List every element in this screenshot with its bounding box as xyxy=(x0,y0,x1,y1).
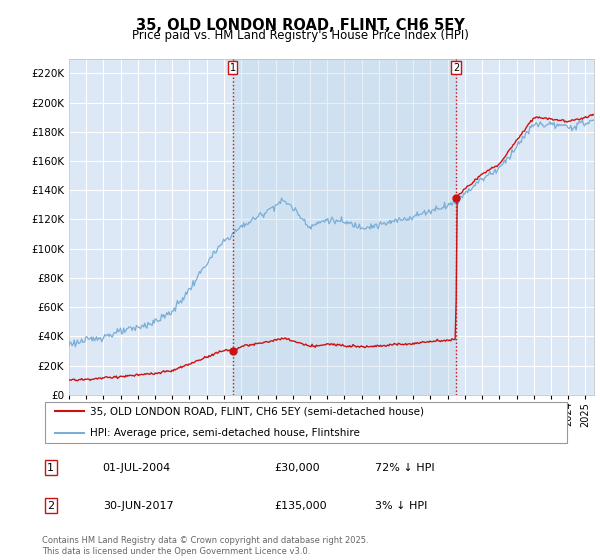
Text: £135,000: £135,000 xyxy=(274,501,327,511)
Text: 01-JUL-2004: 01-JUL-2004 xyxy=(103,463,171,473)
Text: £30,000: £30,000 xyxy=(274,463,320,473)
Bar xyxy=(233,59,456,395)
Text: 2: 2 xyxy=(453,63,460,73)
Text: 35, OLD LONDON ROAD, FLINT, CH6 5EY: 35, OLD LONDON ROAD, FLINT, CH6 5EY xyxy=(136,18,464,33)
Text: 3% ↓ HPI: 3% ↓ HPI xyxy=(374,501,427,511)
Text: HPI: Average price, semi-detached house, Flintshire: HPI: Average price, semi-detached house,… xyxy=(89,428,359,438)
Text: Price paid vs. HM Land Registry's House Price Index (HPI): Price paid vs. HM Land Registry's House … xyxy=(131,29,469,42)
Text: 30-JUN-2017: 30-JUN-2017 xyxy=(103,501,173,511)
FancyBboxPatch shape xyxy=(44,402,568,443)
Text: 2: 2 xyxy=(47,501,55,511)
Text: Contains HM Land Registry data © Crown copyright and database right 2025.
This d: Contains HM Land Registry data © Crown c… xyxy=(42,536,368,556)
Text: 1: 1 xyxy=(229,63,236,73)
Text: 1: 1 xyxy=(47,463,54,473)
Text: 72% ↓ HPI: 72% ↓ HPI xyxy=(374,463,434,473)
Text: 35, OLD LONDON ROAD, FLINT, CH6 5EY (semi-detached house): 35, OLD LONDON ROAD, FLINT, CH6 5EY (sem… xyxy=(89,406,424,416)
